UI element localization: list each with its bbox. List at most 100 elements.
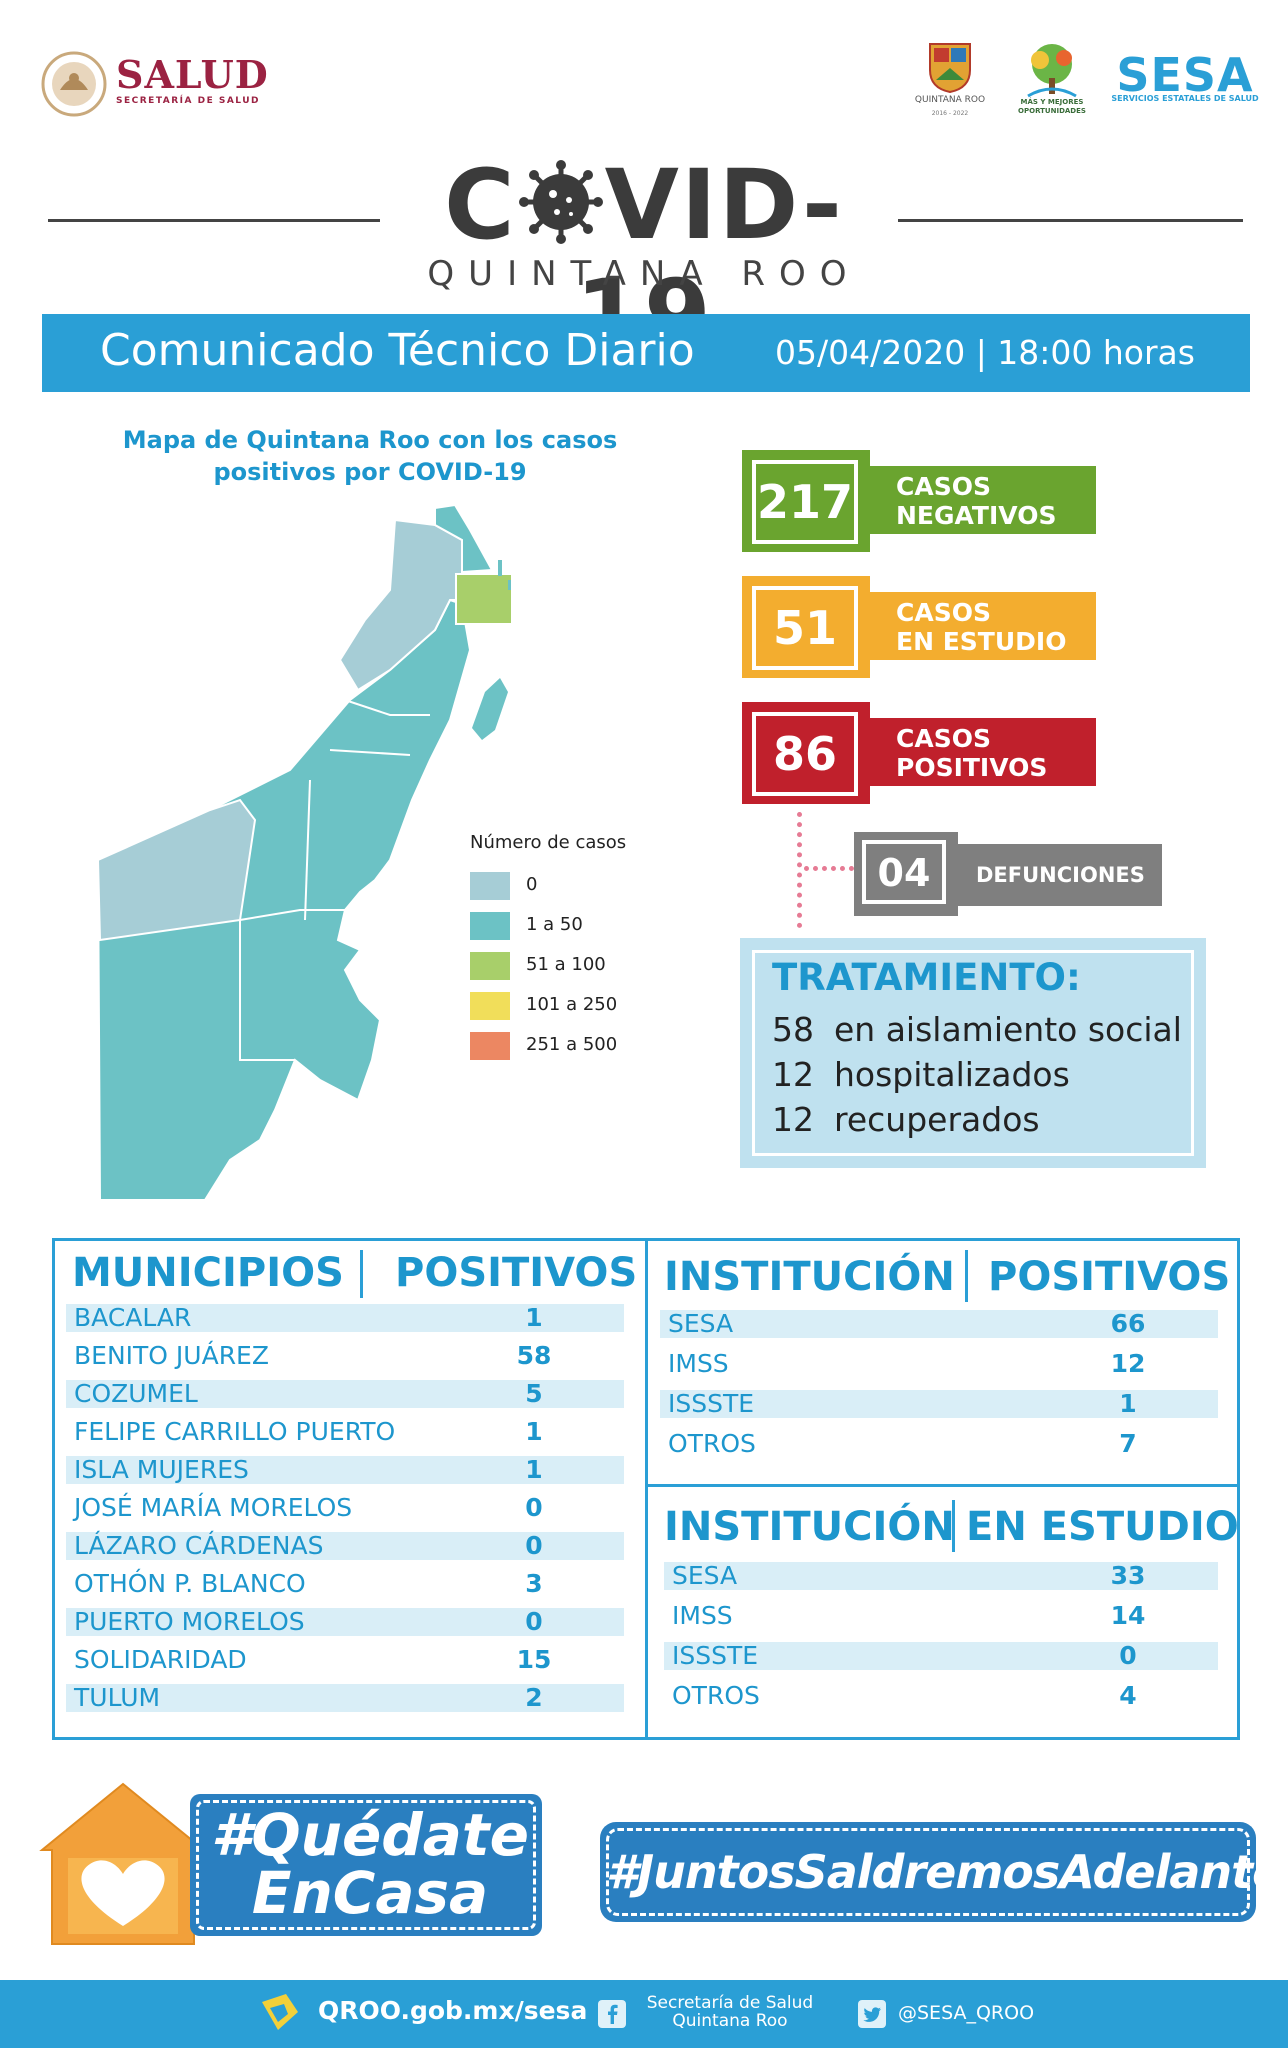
sesa-title: SESA <box>1116 48 1254 102</box>
institucion-name: IMSS <box>668 1349 729 1378</box>
table-row: OTHÓN P. BLANCO 3 <box>66 1570 624 1598</box>
quedate-text-line2: EnCasa <box>251 1859 489 1927</box>
table-row: TULUM 2 <box>66 1684 624 1712</box>
map-title: Mapa de Quintana Roo con los casos posit… <box>90 424 650 488</box>
table-row: SESA 33 <box>664 1562 1218 1590</box>
municipio-name: BACALAR <box>74 1303 192 1332</box>
institucion-value: 1 <box>1119 1389 1137 1418</box>
negative-cases-label: CASOS NEGATIVOS <box>870 466 1096 534</box>
oportunidades-caption: MÁS Y MEJORES OPORTUNIDADES <box>1018 98 1086 115</box>
treatment-row: 12 hospitalizados <box>772 1055 1070 1094</box>
virus-icon <box>518 160 603 244</box>
footer-facebook[interactable]: Secretaría de Salud Quintana Roo <box>640 1994 820 2030</box>
institucion-value: 33 <box>1110 1561 1146 1590</box>
connector-vertical <box>797 812 802 928</box>
negative-cases-box <box>742 450 870 552</box>
institucion-name: OTROS <box>672 1681 760 1710</box>
sesa-subtitle: SERVICIOS ESTATALES DE SALUD <box>1111 94 1259 103</box>
table-row: LÁZARO CÁRDENAS 0 <box>66 1532 624 1560</box>
table-row: ISSSTE 0 <box>664 1642 1218 1670</box>
municipio-name: COZUMEL <box>74 1379 198 1408</box>
institucion-estudio-header: INSTITUCIÓN <box>664 1504 955 1550</box>
footer-bar <box>0 1980 1288 2048</box>
table-row: SESA 66 <box>660 1310 1218 1338</box>
quintana-roo-map <box>96 503 513 1201</box>
juntos-text: #JuntosSaldremosAdelante <box>606 1845 1283 1899</box>
study-cases-label-line1: CASOS <box>896 598 991 627</box>
municipio-name: OTHÓN P. BLANCO <box>74 1569 306 1598</box>
institution-divider <box>645 1484 1240 1487</box>
coat-of-arms-icon <box>41 51 107 117</box>
negative-cases-value: 217 <box>752 460 858 544</box>
municipio-value: 15 <box>516 1645 552 1674</box>
footer-website[interactable]: QROO.gob.mx/sesa <box>318 1996 588 2025</box>
juntos-badge-border <box>606 1828 1250 1916</box>
map-title-line2: positivos por COVID-19 <box>213 458 527 486</box>
facebook-icon[interactable] <box>598 2000 626 2028</box>
map-region-benito-juarez <box>455 573 513 625</box>
legend-swatch-51-100 <box>470 952 510 980</box>
positive-cases-label-line2: POSITIVOS <box>896 753 1048 782</box>
municipio-name: FELIPE CARRILLO PUERTO <box>74 1417 396 1446</box>
treatment-panel-border <box>752 950 1194 1156</box>
quintana-roo-years: 2016 - 2022 <box>931 110 969 117</box>
communique-banner <box>42 314 1250 392</box>
institucion-value: 14 <box>1110 1601 1146 1630</box>
quedate-en-casa-badge <box>190 1794 542 1936</box>
treatment-text: en aislamiento social <box>834 1010 1182 1049</box>
municipio-name: LÁZARO CÁRDENAS <box>74 1531 324 1560</box>
table-row: PUERTO MORELOS 0 <box>66 1608 624 1636</box>
municipio-name: ISLA MUJERES <box>74 1455 249 1484</box>
table-row: SOLIDARIDAD 15 <box>66 1646 624 1674</box>
positive-cases-label: CASOS POSITIVOS <box>870 718 1096 786</box>
legend-label-251-500: 251 a 500 <box>526 1034 618 1055</box>
table-row: IMSS 12 <box>660 1350 1218 1378</box>
negative-cases-label-line1: CASOS <box>896 472 991 501</box>
twitter-icon[interactable] <box>858 2000 886 2028</box>
table-row: BENITO JUÁREZ 58 <box>66 1342 624 1370</box>
shield-icon <box>929 43 971 94</box>
title-rule-left <box>48 219 380 222</box>
institucion-name: OTROS <box>668 1429 756 1458</box>
institucion-value: 4 <box>1119 1681 1137 1710</box>
connector-horizontal <box>804 866 854 871</box>
municipio-value: 0 <box>525 1607 543 1636</box>
institucion-value: 0 <box>1119 1641 1137 1670</box>
treatment-panel <box>740 938 1206 1168</box>
table-row: JOSÉ MARÍA MORELOS 0 <box>66 1494 624 1522</box>
deaths-value: 04 <box>862 840 946 904</box>
municipio-name: JOSÉ MARÍA MORELOS <box>74 1493 353 1522</box>
footer-twitter[interactable]: @SESA_QROO <box>898 2002 1035 2024</box>
legend-swatch-101-250 <box>470 992 510 1020</box>
institucion-value: 7 <box>1119 1429 1137 1458</box>
municipio-name: SOLIDARIDAD <box>74 1645 247 1674</box>
tree-icon <box>1027 44 1077 98</box>
institucion-value: 66 <box>1110 1309 1146 1338</box>
table-row: BACALAR 1 <box>66 1304 624 1332</box>
footer-facebook-line1: Secretaría de Salud <box>646 1993 814 2013</box>
table-row: COZUMEL 5 <box>66 1380 624 1408</box>
treatment-count: 58 <box>772 1010 814 1049</box>
quintana-roo-caption: QUINTANA ROO <box>914 95 986 105</box>
map-region-isla-mujeres <box>434 503 494 574</box>
institucion-positivos-header: POSITIVOS <box>988 1254 1231 1300</box>
municipios-header: MUNICIPIOS <box>72 1250 344 1296</box>
treatment-text: recuperados <box>834 1100 1040 1139</box>
study-cases-label-line2: EN ESTUDIO <box>896 627 1067 656</box>
municipio-name: TULUM <box>74 1683 161 1712</box>
legend-label-1-50: 1 a 50 <box>526 914 583 935</box>
municipio-value: 58 <box>516 1341 552 1370</box>
institucion-estudio-header-sep <box>952 1500 955 1552</box>
treatment-text: hospitalizados <box>834 1055 1070 1094</box>
positive-cases-value: 86 <box>752 712 858 796</box>
map-title-line1: Mapa de Quintana Roo con los casos <box>122 426 618 454</box>
juntos-badge <box>600 1822 1256 1922</box>
treatment-row: 12 recuperados <box>772 1100 1040 1139</box>
title-rule-right <box>898 219 1243 222</box>
study-cases-value: 51 <box>752 586 858 670</box>
municipio-value: 2 <box>525 1683 543 1712</box>
positive-cases-box <box>742 702 870 804</box>
banner-title: Comunicado Técnico Diario <box>100 325 695 376</box>
institucion-name: SESA <box>672 1561 738 1590</box>
table-row: OTROS 7 <box>660 1430 1218 1458</box>
